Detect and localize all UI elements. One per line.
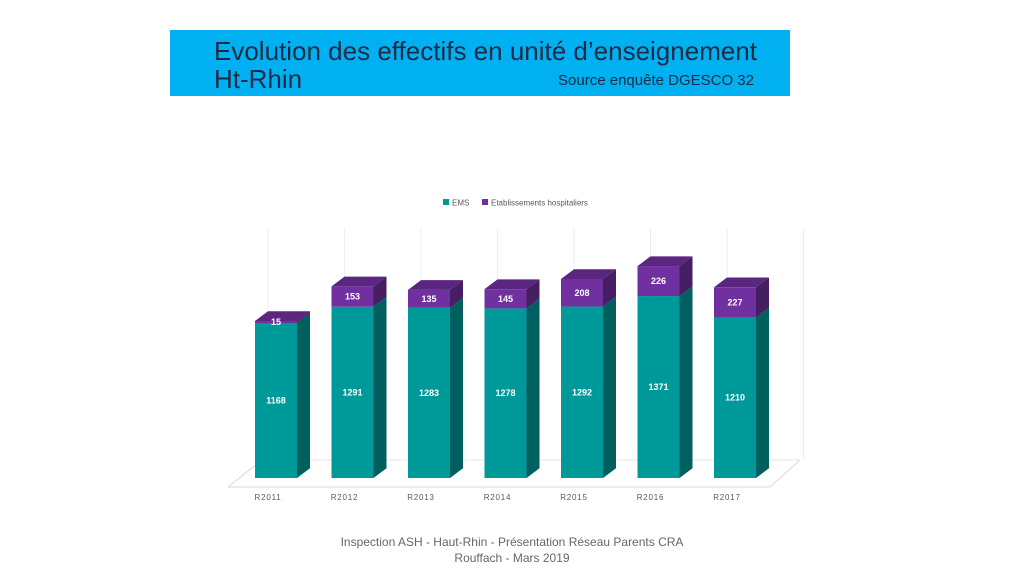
bar-front	[561, 306, 603, 478]
x-tick-label-R2016: R2016	[637, 493, 665, 502]
bar-side	[679, 286, 693, 478]
bar-side	[603, 296, 616, 478]
footer-line-2: Rouffach - Mars 2019	[454, 551, 570, 565]
title-banner: Evolution des effectifs en unité d’ensei…	[170, 30, 790, 96]
bar-R2016-hospital	[637, 256, 693, 297]
x-tick-label-R2014: R2014	[484, 493, 512, 502]
x-tick-label-R2013: R2013	[407, 493, 435, 502]
bar-top	[484, 279, 540, 290]
bar-top	[637, 256, 693, 267]
bar-front	[637, 266, 680, 297]
data-label-R2017-ems: 1210	[725, 393, 745, 403]
data-label-R2013-hospital: 135	[421, 294, 436, 304]
bar-side	[297, 311, 310, 324]
bar-top	[331, 276, 387, 287]
bar-front	[408, 289, 450, 308]
data-label-R2017-hospital: 227	[727, 297, 742, 307]
legend-label-1: Etablissements hospitaliers	[491, 199, 588, 208]
page-subtitle: Ht-Rhin	[214, 64, 303, 94]
x-tick-label-R2012: R2012	[331, 493, 359, 502]
data-label-R2014-ems: 1278	[495, 388, 515, 398]
bar-front	[255, 323, 297, 478]
bar-side	[679, 256, 693, 297]
bar-front	[484, 289, 527, 309]
bar-side	[756, 307, 769, 478]
bar-front	[255, 321, 297, 324]
bar-front	[637, 296, 680, 478]
bar-R2017-hospital	[714, 277, 769, 318]
data-label-R2012-ems: 1291	[342, 387, 362, 397]
x-tick-label-R2017: R2017	[713, 493, 741, 502]
stacked-bar-chart: EMS Etablissements hospitaliers 1168 15 R201…	[227, 199, 804, 502]
bar-R2014-hospital	[484, 279, 540, 309]
data-label-R2015-hospital: 208	[574, 288, 589, 298]
legend-swatch-1	[482, 199, 488, 205]
legend-label-0: EMS	[452, 199, 469, 208]
bar-R2013-ems	[408, 297, 463, 478]
bar-R2011-hospital	[255, 311, 310, 324]
data-label-R2011-hospital: 15	[271, 317, 281, 327]
bar-front	[331, 286, 374, 307]
bar-R2011-ems	[255, 313, 310, 478]
footer-line-1: Inspection ASH - Haut-Rhin - Présentatio…	[340, 535, 684, 549]
bar-side	[603, 269, 616, 307]
bar-R2012-hospital	[331, 276, 387, 307]
bar-R2012-ems	[331, 296, 387, 478]
bar-side	[373, 276, 387, 307]
bar-front	[561, 278, 603, 307]
bar-side	[756, 277, 769, 318]
bar-front	[484, 308, 527, 478]
bar-side	[526, 279, 540, 309]
bar-top	[255, 311, 310, 322]
data-label-R2015-ems: 1292	[572, 387, 592, 397]
bar-side	[450, 297, 463, 478]
bar-R2013-hospital	[408, 280, 463, 308]
floor-right-edge	[769, 459, 801, 488]
page-title: Evolution des effectifs en unité d’ensei…	[214, 36, 757, 66]
data-label-R2014-hospital: 145	[498, 294, 513, 304]
bar-R2016-ems	[637, 286, 693, 478]
bar-side	[450, 280, 463, 308]
bar-front	[714, 287, 756, 318]
data-label-R2011-ems: 1168	[266, 396, 286, 406]
bar-R2015-hospital	[561, 269, 616, 307]
bar-side	[297, 313, 310, 478]
bar-front	[408, 307, 450, 478]
data-label-R2016-ems: 1371	[648, 382, 668, 392]
bar-top	[408, 280, 463, 290]
data-label-R2012-hospital: 153	[345, 292, 360, 302]
bar-front	[714, 317, 756, 478]
bar-side	[526, 298, 540, 478]
x-tick-label-R2015: R2015	[560, 493, 588, 502]
data-label-R2013-ems: 1283	[419, 388, 439, 398]
x-tick-label-R2011: R2011	[255, 493, 282, 502]
bar-top	[714, 277, 769, 288]
data-label-R2016-hospital: 226	[651, 276, 666, 286]
bar-R2015-ems	[561, 296, 616, 478]
bar-R2017-ems	[714, 307, 769, 478]
bar-top	[561, 269, 616, 279]
bar-R2014-ems	[484, 298, 540, 478]
legend-swatch-0	[443, 199, 449, 205]
bar-front	[331, 306, 374, 478]
source-note: Source enquête DGESCO 32	[558, 72, 754, 89]
bar-side	[373, 296, 387, 478]
